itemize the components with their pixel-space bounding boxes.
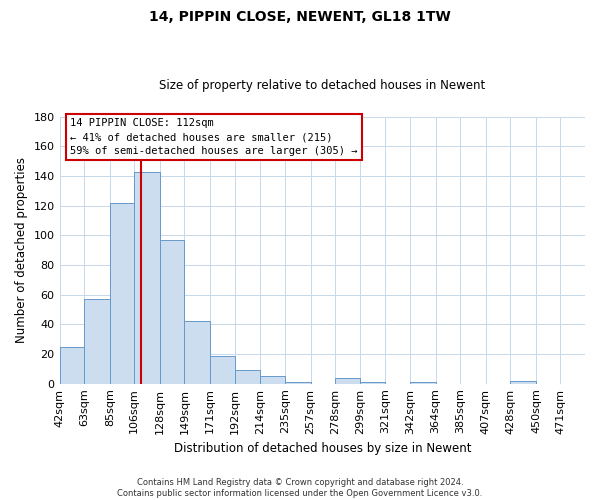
- Text: 14 PIPPIN CLOSE: 112sqm
← 41% of detached houses are smaller (215)
59% of semi-d: 14 PIPPIN CLOSE: 112sqm ← 41% of detache…: [70, 118, 358, 156]
- Bar: [184, 322, 210, 384]
- Text: 14, PIPPIN CLOSE, NEWENT, GL18 1TW: 14, PIPPIN CLOSE, NEWENT, GL18 1TW: [149, 10, 451, 24]
- Bar: [359, 382, 385, 384]
- Bar: [210, 356, 235, 384]
- Title: Size of property relative to detached houses in Newent: Size of property relative to detached ho…: [159, 79, 485, 92]
- Bar: [260, 376, 285, 384]
- Text: Contains HM Land Registry data © Crown copyright and database right 2024.
Contai: Contains HM Land Registry data © Crown c…: [118, 478, 482, 498]
- Bar: [235, 370, 260, 384]
- Bar: [84, 299, 110, 384]
- Bar: [285, 382, 311, 384]
- Bar: [335, 378, 359, 384]
- Bar: [160, 240, 184, 384]
- Bar: [59, 346, 84, 384]
- Bar: [510, 380, 536, 384]
- Bar: [134, 172, 160, 384]
- Bar: [410, 382, 436, 384]
- Bar: [110, 203, 134, 384]
- X-axis label: Distribution of detached houses by size in Newent: Distribution of detached houses by size …: [173, 442, 471, 455]
- Y-axis label: Number of detached properties: Number of detached properties: [15, 157, 28, 343]
